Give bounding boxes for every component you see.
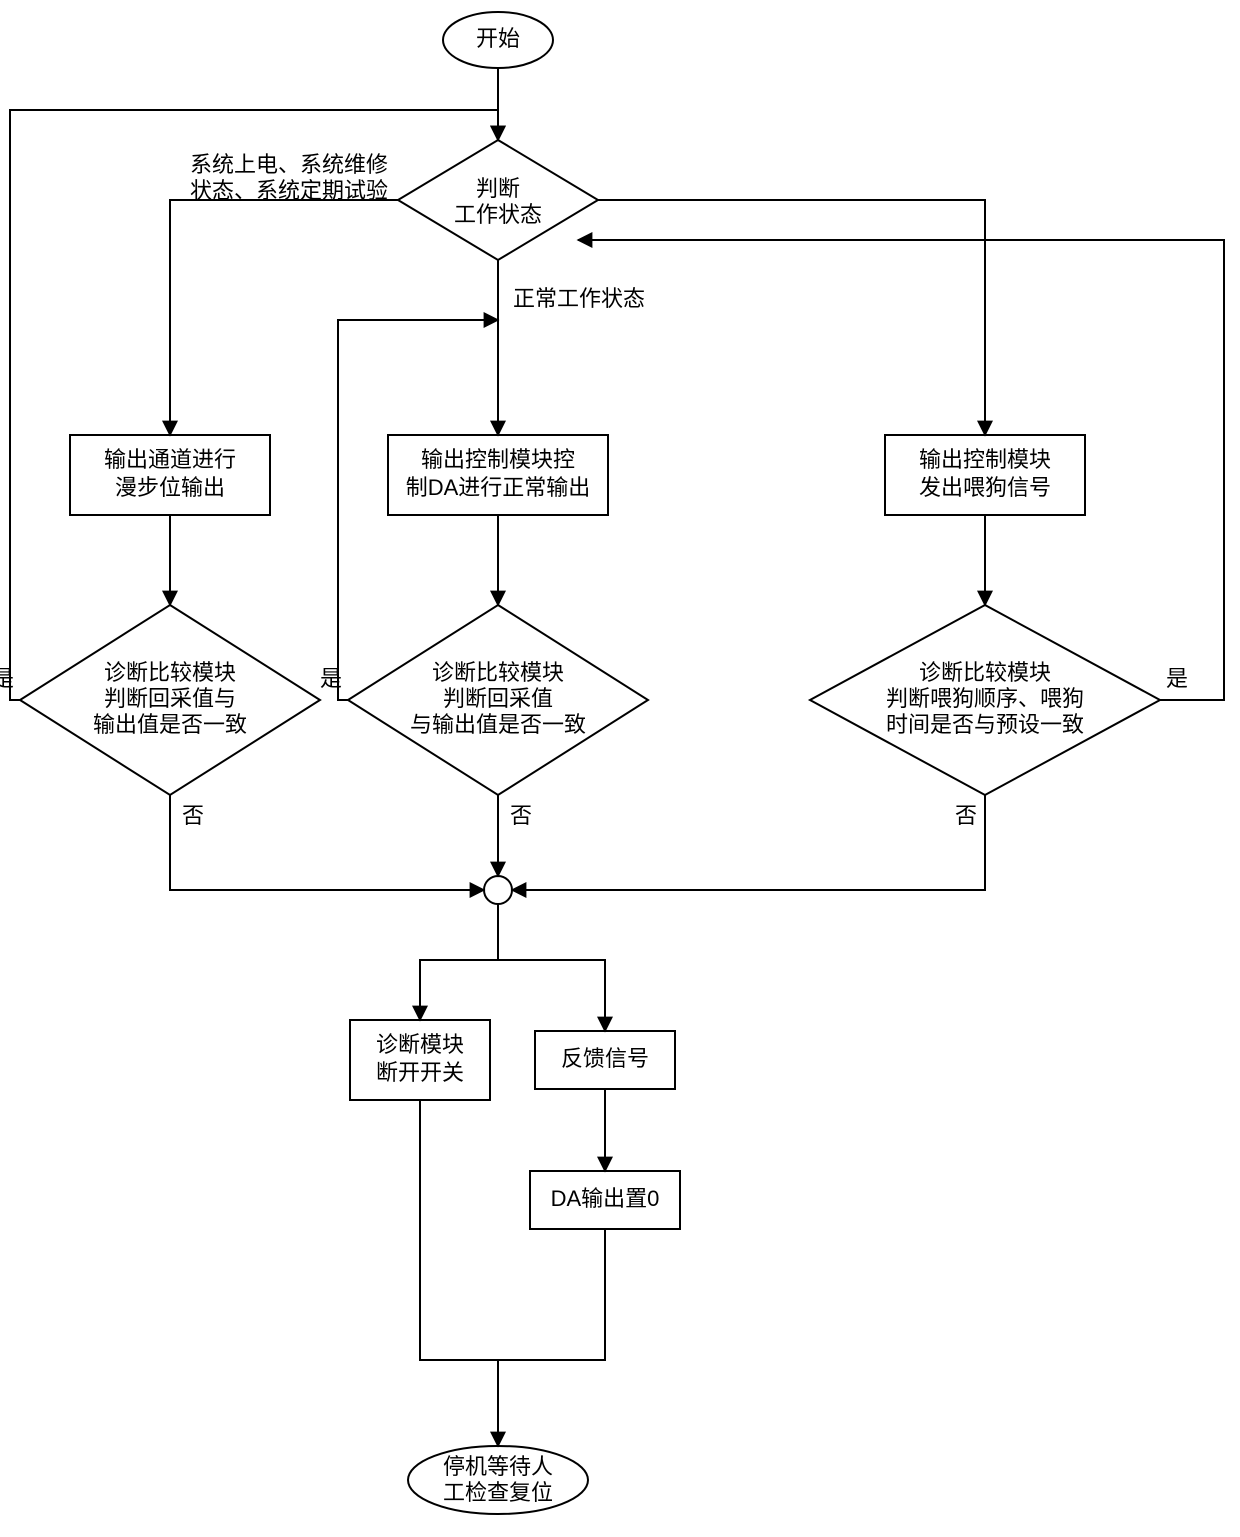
process-left-l1: 输出通道进行 — [104, 447, 236, 472]
decision-right-l2: 判断喂狗顺序、喂狗 — [886, 686, 1084, 711]
decision-right-no: 否 — [955, 803, 977, 828]
decision-right-l3: 时间是否与预设一致 — [886, 712, 1084, 737]
decision-right-yes: 是 — [1166, 666, 1188, 691]
decision-left-l2: 判断回采值与 — [104, 686, 236, 711]
decision-mid-no: 否 — [510, 803, 532, 828]
decision-state-left-label1: 系统上电、系统维修 — [190, 152, 388, 177]
decision-left-yes: 是 — [0, 666, 14, 691]
decision-state-l2: 工作状态 — [454, 202, 542, 227]
decision-mid-l3: 与输出值是否一致 — [410, 712, 586, 737]
decision-left-no: 否 — [182, 803, 204, 828]
decision-mid-l2: 判断回采值 — [443, 686, 553, 711]
process-right-l2: 发出喂狗信号 — [919, 475, 1051, 500]
decision-mid-l1: 诊断比较模块 — [432, 660, 564, 685]
decision-left-l1: 诊断比较模块 — [104, 660, 236, 685]
terminal-end-l2: 工检查复位 — [443, 1480, 553, 1505]
process-left-l2: 漫步位输出 — [115, 475, 225, 500]
terminal-start-label: 开始 — [476, 26, 520, 51]
decision-left-l3: 输出值是否一致 — [93, 712, 247, 737]
process-mid-l1: 输出控制模块控 — [421, 447, 575, 472]
process-right-l1: 输出控制模块 — [919, 447, 1051, 472]
merge-node — [484, 876, 512, 904]
decision-state-down-label: 正常工作状态 — [513, 286, 645, 311]
decision-state-l1: 判断 — [476, 176, 520, 201]
process-diag-l2: 断开开关 — [376, 1060, 464, 1085]
decision-right-l1: 诊断比较模块 — [919, 660, 1051, 685]
process-da0-l1: DA输出置0 — [551, 1186, 660, 1211]
flowchart: 开始 判断 工作状态 系统上电、系统维修 状态、系统定期试验 正常工作状态 输出… — [0, 0, 1240, 1537]
process-fb-l1: 反馈信号 — [561, 1046, 649, 1071]
process-diag-l1: 诊断模块 — [376, 1032, 464, 1057]
terminal-end-l1: 停机等待人 — [443, 1454, 553, 1479]
process-mid-l2: 制DA进行正常输出 — [406, 475, 591, 500]
